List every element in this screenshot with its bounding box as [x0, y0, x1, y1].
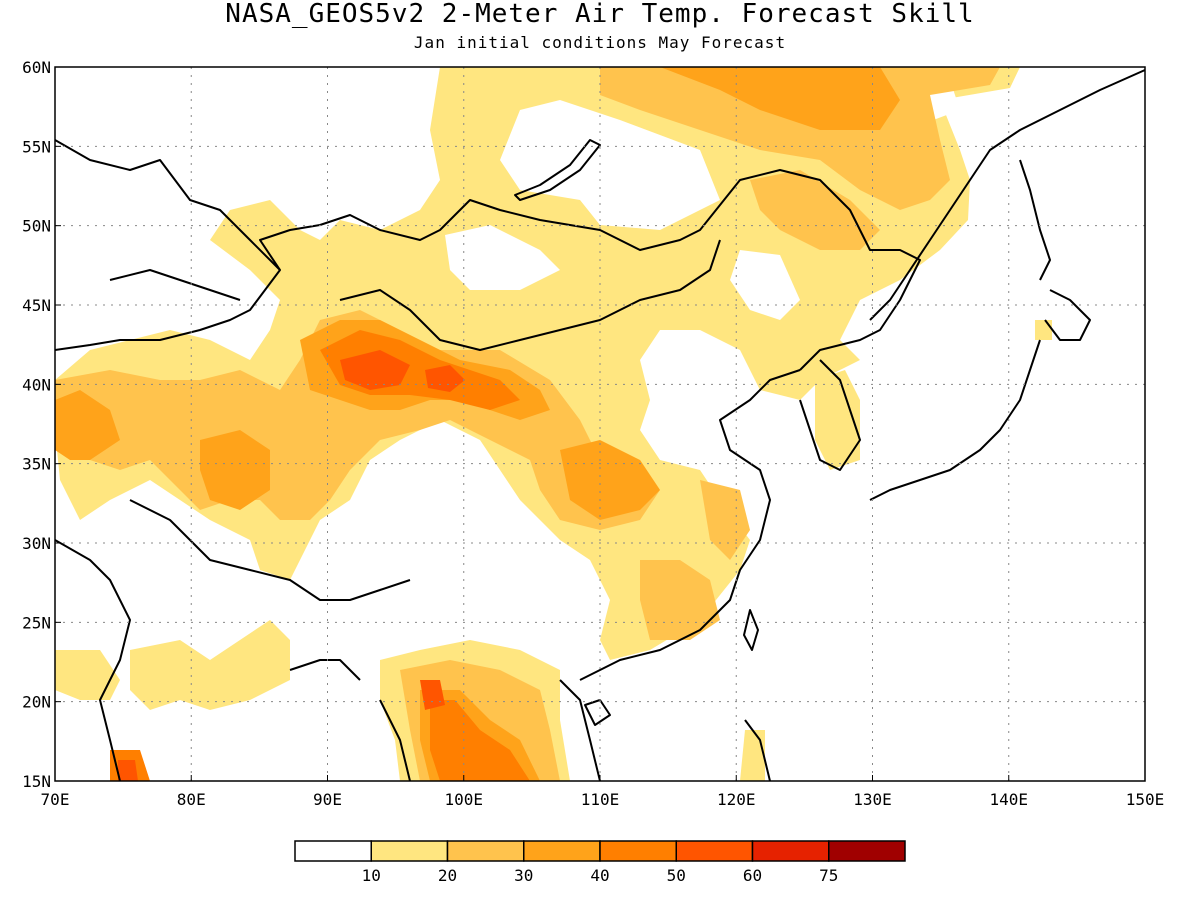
title-block: NASA_GEOS5v2 2-Meter Air Temp. Forecast … — [0, 0, 1200, 53]
shade-india-west — [55, 650, 120, 700]
shade-siberia-west — [500, 100, 720, 230]
shade-tarim-red — [340, 350, 410, 390]
coastlines-borders — [55, 69, 1145, 781]
caspian-region — [109, 269, 241, 301]
colorbar-swatch — [370, 840, 449, 862]
lon-tick-label: 70E — [41, 790, 70, 809]
lat-tick-label: 55N — [22, 137, 51, 156]
china-border-north — [55, 169, 921, 371]
colorbar-label: 10 — [362, 866, 381, 885]
shade-mongolia-gap2 — [730, 250, 800, 320]
japan-honshu — [869, 339, 1041, 501]
lat-tick-label: 20N — [22, 693, 51, 712]
shade-himalaya-orange — [200, 430, 270, 510]
shade-mongolia-orange — [750, 170, 880, 250]
lat-tick-label: 25N — [22, 613, 51, 632]
kazakh-border — [55, 139, 281, 271]
lat-tick-labels: 15N 20N 25N 30N 35N 40N 45N 50N 55N 60N — [22, 58, 61, 791]
colorbar-label: 20 — [438, 866, 457, 885]
shade-india-red — [118, 760, 138, 781]
bangladesh-coast — [289, 659, 361, 681]
colorbar-label: 75 — [819, 866, 838, 885]
colorbar: 10 20 30 40 50 60 75 — [294, 840, 906, 885]
hainan — [584, 699, 611, 726]
lon-tick-label: 80E — [177, 790, 206, 809]
lon-tick-label: 120E — [717, 790, 756, 809]
mongolia-border — [339, 239, 721, 351]
shade-indochina-dark — [430, 700, 530, 781]
map-subtitle: Jan initial conditions May Forecast — [413, 33, 787, 52]
colorbar-label: 40 — [590, 866, 609, 885]
shade-west-orange — [55, 390, 120, 460]
colorbar-swatch — [828, 840, 906, 862]
japan-hokkaido — [1044, 289, 1091, 341]
colorbar-swatch — [751, 840, 830, 862]
shade-japan-sea — [1035, 320, 1052, 340]
shade-east-china-orange — [700, 480, 750, 560]
taiwan — [743, 609, 759, 651]
lat-tick-label: 30N — [22, 534, 51, 553]
lon-tick-label: 110E — [581, 790, 620, 809]
colorbar-swatch — [446, 840, 525, 862]
colorbar-label: 60 — [743, 866, 762, 885]
russia-coast-east — [869, 69, 1145, 321]
china-coast — [579, 369, 801, 681]
shade-taiwan — [740, 730, 765, 781]
lon-tick-label: 90E — [313, 790, 342, 809]
shade-india-patches — [130, 620, 290, 710]
lon-tick-label: 130E — [853, 790, 892, 809]
lat-tick-label: 45N — [22, 296, 51, 315]
sakhalin — [1019, 159, 1051, 281]
shade-myanmar-red — [420, 680, 445, 710]
himalaya-border — [129, 499, 411, 601]
lat-tick-label: 15N — [22, 772, 51, 791]
shade-siberia-orange — [600, 67, 1000, 210]
shade-sichuan-orange — [560, 440, 660, 520]
gridlines — [55, 67, 1145, 781]
colorbar-swatch — [294, 840, 372, 862]
shade-tarim-red2 — [425, 365, 465, 392]
shade-siberia-orange2 — [660, 67, 900, 130]
korea-coast — [799, 359, 861, 471]
colorbar-swatch — [523, 840, 601, 862]
colorbar-swatch — [599, 840, 677, 862]
map-title: NASA_GEOS5v2 2-Meter Air Temp. Forecast … — [225, 0, 975, 29]
lat-tick-label: 40N — [22, 375, 51, 394]
india-coast — [55, 539, 131, 781]
colorbar-label: 30 — [514, 866, 533, 885]
shade-sw-china-orange — [640, 560, 720, 640]
lat-tick-label: 35N — [22, 455, 51, 474]
lon-tick-labels: 70E 80E 90E 100E 110E 120E 130E 140E 150E — [41, 775, 1165, 809]
lon-tick-label: 100E — [444, 790, 483, 809]
indochina-coast — [379, 679, 601, 781]
lat-tick-label: 50N — [22, 217, 51, 236]
lat-tick-label: 60N — [22, 58, 51, 77]
lon-tick-label: 150E — [1126, 790, 1165, 809]
colorbar-swatch — [675, 840, 754, 862]
shade-mongolia-gap — [445, 225, 560, 290]
philippines-luzon — [744, 719, 771, 781]
shade-korea — [815, 370, 860, 470]
baikal — [514, 139, 601, 201]
colorbar-label: 50 — [667, 866, 686, 885]
lon-tick-label: 140E — [989, 790, 1028, 809]
skill-shading — [55, 67, 1052, 781]
